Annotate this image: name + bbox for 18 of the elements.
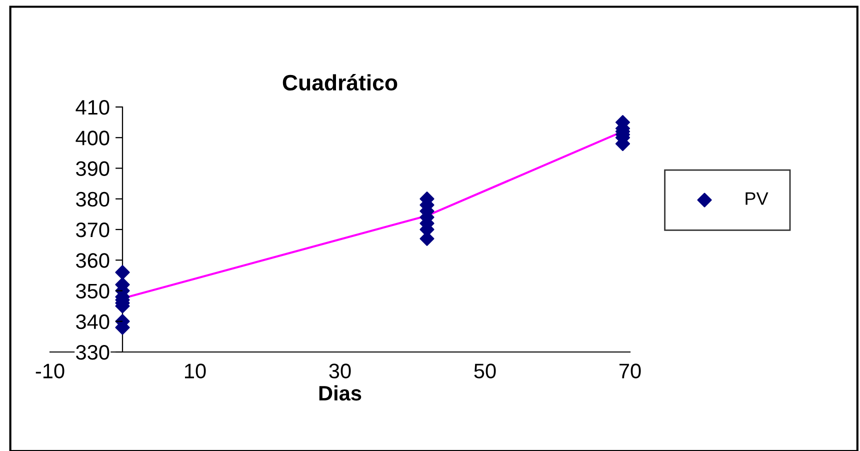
x-tick-label: 70 [619,364,641,378]
y-tick-label: 410 [76,100,110,115]
point [115,265,130,280]
x-tick-label: -10 [36,364,64,378]
y-tick-label: 390 [76,161,110,176]
y-tick-label: 330 [76,345,110,360]
x-tick-label: 50 [474,364,496,378]
y-tick-label: 400 [76,130,110,146]
y-tick-label: 340 [76,314,110,330]
y-tick-label: 360 [76,253,110,268]
y-tick-label: 370 [76,222,110,238]
legend-label: PV [746,192,768,205]
x-axis-title: Dias [319,385,362,401]
x-tick-label: 10 [185,364,206,378]
chart-title: Cuadrático [282,74,398,91]
y-tick-label: 380 [76,192,110,207]
x-tick-label: 30 [329,364,351,378]
y-tick-label: 350 [76,284,110,299]
